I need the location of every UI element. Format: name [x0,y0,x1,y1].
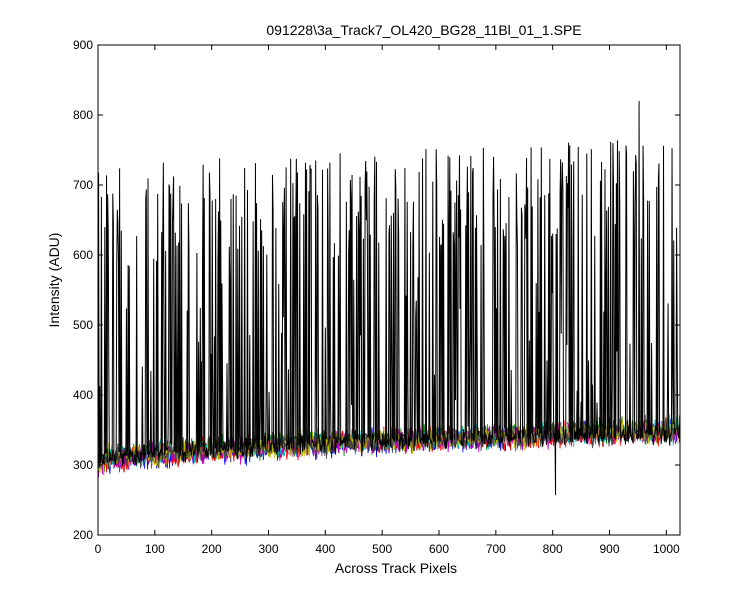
y-tick-label-500: 500 [73,318,93,332]
series-line-7 [97,100,680,496]
x-tick-label-200: 200 [202,542,222,556]
x-axis-label: Across Track Pixels [335,560,457,576]
tick-layer: 0 100 200 300 400 500 600 700 800 900 1000 200 300 40… [73,38,680,556]
series-layer [97,100,680,496]
x-tick-label-800: 800 [543,542,563,556]
y-tick-label-700: 700 [73,178,93,192]
chart-title: 091228\3a_Track7_OL420_BG28_11Bl_01_1.SP… [266,22,581,38]
x-tick-label-400: 400 [315,542,335,556]
y-tick-label-800: 800 [73,108,93,122]
x-tick-label-700: 700 [486,542,506,556]
y-axis-label: Intensity (ADU) [46,233,62,328]
x-tick-label-500: 500 [372,542,392,556]
y-tick-label-400: 400 [73,388,93,402]
y-tick-label-200: 200 [73,528,93,542]
x-tick-label-0: 0 [95,542,102,556]
x-tick-label-900: 900 [600,542,620,556]
x-tick-label-600: 600 [429,542,449,556]
x-tick-label-1000: 1000 [653,542,680,556]
x-tick-label-100: 100 [145,542,165,556]
y-tick-label-600: 600 [73,248,93,262]
y-tick-label-900: 900 [73,38,93,52]
axes-box [97,44,681,536]
y-tick-label-300: 300 [73,458,93,472]
x-tick-label-300: 300 [258,542,278,556]
